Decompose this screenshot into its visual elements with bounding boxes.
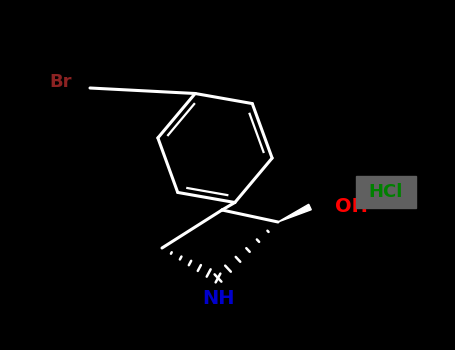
- Text: OH: OH: [335, 197, 368, 217]
- Bar: [356, 176, 416, 208]
- Text: NH: NH: [202, 288, 234, 308]
- Text: Br: Br: [50, 73, 72, 91]
- Text: HCl: HCl: [369, 183, 403, 201]
- Polygon shape: [278, 204, 311, 222]
